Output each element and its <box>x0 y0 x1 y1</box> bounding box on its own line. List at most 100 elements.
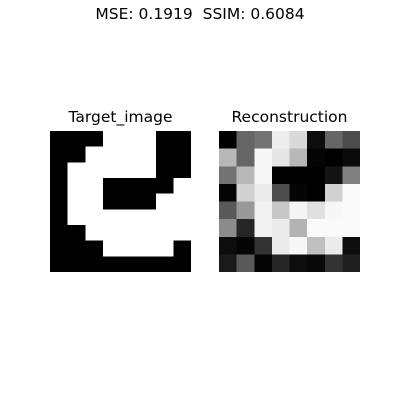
reconstruction-cell-r3-c3 <box>271 183 290 202</box>
target-image-cell-r7-c1 <box>67 240 86 257</box>
target-image-cell-r8-c3 <box>102 256 121 272</box>
reconstruction-cell-r0-c4 <box>289 131 308 150</box>
reconstruction-cell-r4-c0 <box>219 201 238 220</box>
reconstruction-cell-r2-c1 <box>236 166 255 185</box>
target-image-cell-r1-c7 <box>173 146 191 163</box>
reconstruction-cell-r4-c7 <box>342 201 360 220</box>
target-image-cell-r3-c3 <box>102 178 121 195</box>
target-image-cell-r4-c4 <box>120 193 139 210</box>
target-image-cell-r3-c6 <box>155 178 174 195</box>
reconstruction-heatmap <box>219 131 360 272</box>
target-image-cell-r4-c2 <box>85 193 104 210</box>
target-image-cell-r5-c4 <box>120 209 139 226</box>
reconstruction-cell-r4-c2 <box>254 201 273 220</box>
reconstruction-cell-r3-c2 <box>254 183 273 202</box>
target-image-cell-r7-c7 <box>173 240 191 257</box>
target-image-cell-r6-c5 <box>138 225 157 242</box>
reconstruction-cell-r2-c4 <box>289 166 308 185</box>
target-image-cell-r0-c0 <box>50 131 69 148</box>
reconstruction-cell-r1-c6 <box>324 148 343 167</box>
target-image-cell-r7-c5 <box>138 240 157 257</box>
target-image-cell-r1-c2 <box>85 146 104 163</box>
figure-suptitle: MSE: 0.1919 SSIM: 0.6084 <box>95 5 305 23</box>
target-image-cell-r6-c1 <box>67 225 86 242</box>
target-image-cell-r4-c6 <box>155 193 174 210</box>
reconstruction-cell-r6-c7 <box>342 236 360 255</box>
target-image-cell-r1-c0 <box>50 146 69 163</box>
reconstruction-cell-r1-c7 <box>342 148 360 167</box>
target-image-cell-r7-c4 <box>120 240 139 257</box>
target-image-cell-r3-c5 <box>138 178 157 195</box>
target-image-cell-r7-c2 <box>85 240 104 257</box>
reconstruction-cell-r6-c0 <box>219 236 238 255</box>
reconstruction-cell-r2-c6 <box>324 166 343 185</box>
target-image-cell-r2-c4 <box>120 162 139 179</box>
target-image-cell-r5-c1 <box>67 209 86 226</box>
reconstruction-cell-r4-c5 <box>307 201 326 220</box>
target-image-cell-r8-c4 <box>120 256 139 272</box>
reconstruction-cell-r3-c6 <box>324 183 343 202</box>
reconstruction-cell-r2-c7 <box>342 166 360 185</box>
reconstruction-cell-r7-c6 <box>324 254 343 272</box>
target-image-cell-r3-c4 <box>120 178 139 195</box>
target-image-cell-r6-c4 <box>120 225 139 242</box>
reconstruction-cell-r0-c1 <box>236 131 255 150</box>
target-image-cell-r0-c7 <box>173 131 191 148</box>
target-image-cell-r0-c4 <box>120 131 139 148</box>
reconstruction-cell-r7-c1 <box>236 254 255 272</box>
reconstruction-cell-r3-c5 <box>307 183 326 202</box>
target-image-cell-r6-c6 <box>155 225 174 242</box>
target-image-heatmap <box>50 131 191 272</box>
reconstruction-cell-r7-c7 <box>342 254 360 272</box>
reconstruction-cell-r1-c2 <box>254 148 273 167</box>
target-image-cell-r3-c0 <box>50 178 69 195</box>
reconstruction-cell-r3-c4 <box>289 183 308 202</box>
reconstruction-cell-r0-c0 <box>219 131 238 150</box>
target-image-cell-r1-c4 <box>120 146 139 163</box>
reconstruction-cell-r5-c1 <box>236 219 255 238</box>
target-image-cell-r4-c7 <box>173 193 191 210</box>
target-image-cell-r6-c0 <box>50 225 69 242</box>
reconstruction-cell-r0-c5 <box>307 131 326 150</box>
target-image-cell-r8-c7 <box>173 256 191 272</box>
reconstruction-cell-r7-c5 <box>307 254 326 272</box>
reconstruction-cell-r5-c3 <box>271 219 290 238</box>
reconstruction-cell-r7-c4 <box>289 254 308 272</box>
target-image-cell-r4-c3 <box>102 193 121 210</box>
target-image-cell-r1-c5 <box>138 146 157 163</box>
target-image-cell-r5-c2 <box>85 209 104 226</box>
reconstruction-cell-r1-c4 <box>289 148 308 167</box>
target-image-cell-r8-c6 <box>155 256 174 272</box>
target-image-cell-r1-c6 <box>155 146 174 163</box>
reconstruction-cell-r5-c2 <box>254 219 273 238</box>
target-image-cell-r3-c2 <box>85 178 104 195</box>
target-image-cell-r0-c3 <box>102 131 121 148</box>
target-image-cell-r2-c0 <box>50 162 69 179</box>
target-image-cell-r6-c7 <box>173 225 191 242</box>
target-image-cell-r2-c2 <box>85 162 104 179</box>
target-image-cell-r1-c3 <box>102 146 121 163</box>
reconstruction-cell-r4-c3 <box>271 201 290 220</box>
target-image-cell-r2-c5 <box>138 162 157 179</box>
reconstruction-cell-r3-c1 <box>236 183 255 202</box>
reconstruction-cell-r6-c5 <box>307 236 326 255</box>
reconstruction-cell-r4-c4 <box>289 201 308 220</box>
reconstruction-cell-r0-c7 <box>342 131 360 150</box>
target-image-cell-r5-c5 <box>138 209 157 226</box>
target-image-cell-r2-c7 <box>173 162 191 179</box>
reconstruction-cell-r6-c1 <box>236 236 255 255</box>
target-image-cell-r7-c3 <box>102 240 121 257</box>
target-image-cell-r3-c1 <box>67 178 86 195</box>
target-image-title: Target_image <box>68 108 173 126</box>
reconstruction-cell-r6-c2 <box>254 236 273 255</box>
target-image-cell-r5-c6 <box>155 209 174 226</box>
reconstruction-cell-r6-c6 <box>324 236 343 255</box>
reconstruction-cell-r0-c3 <box>271 131 290 150</box>
target-image-cell-r4-c0 <box>50 193 69 210</box>
reconstruction-cell-r7-c3 <box>271 254 290 272</box>
target-image-cell-r7-c0 <box>50 240 69 257</box>
target-image-cell-r6-c2 <box>85 225 104 242</box>
target-image-cell-r1-c1 <box>67 146 86 163</box>
reconstruction-cell-r1-c1 <box>236 148 255 167</box>
target-image-cell-r4-c5 <box>138 193 157 210</box>
